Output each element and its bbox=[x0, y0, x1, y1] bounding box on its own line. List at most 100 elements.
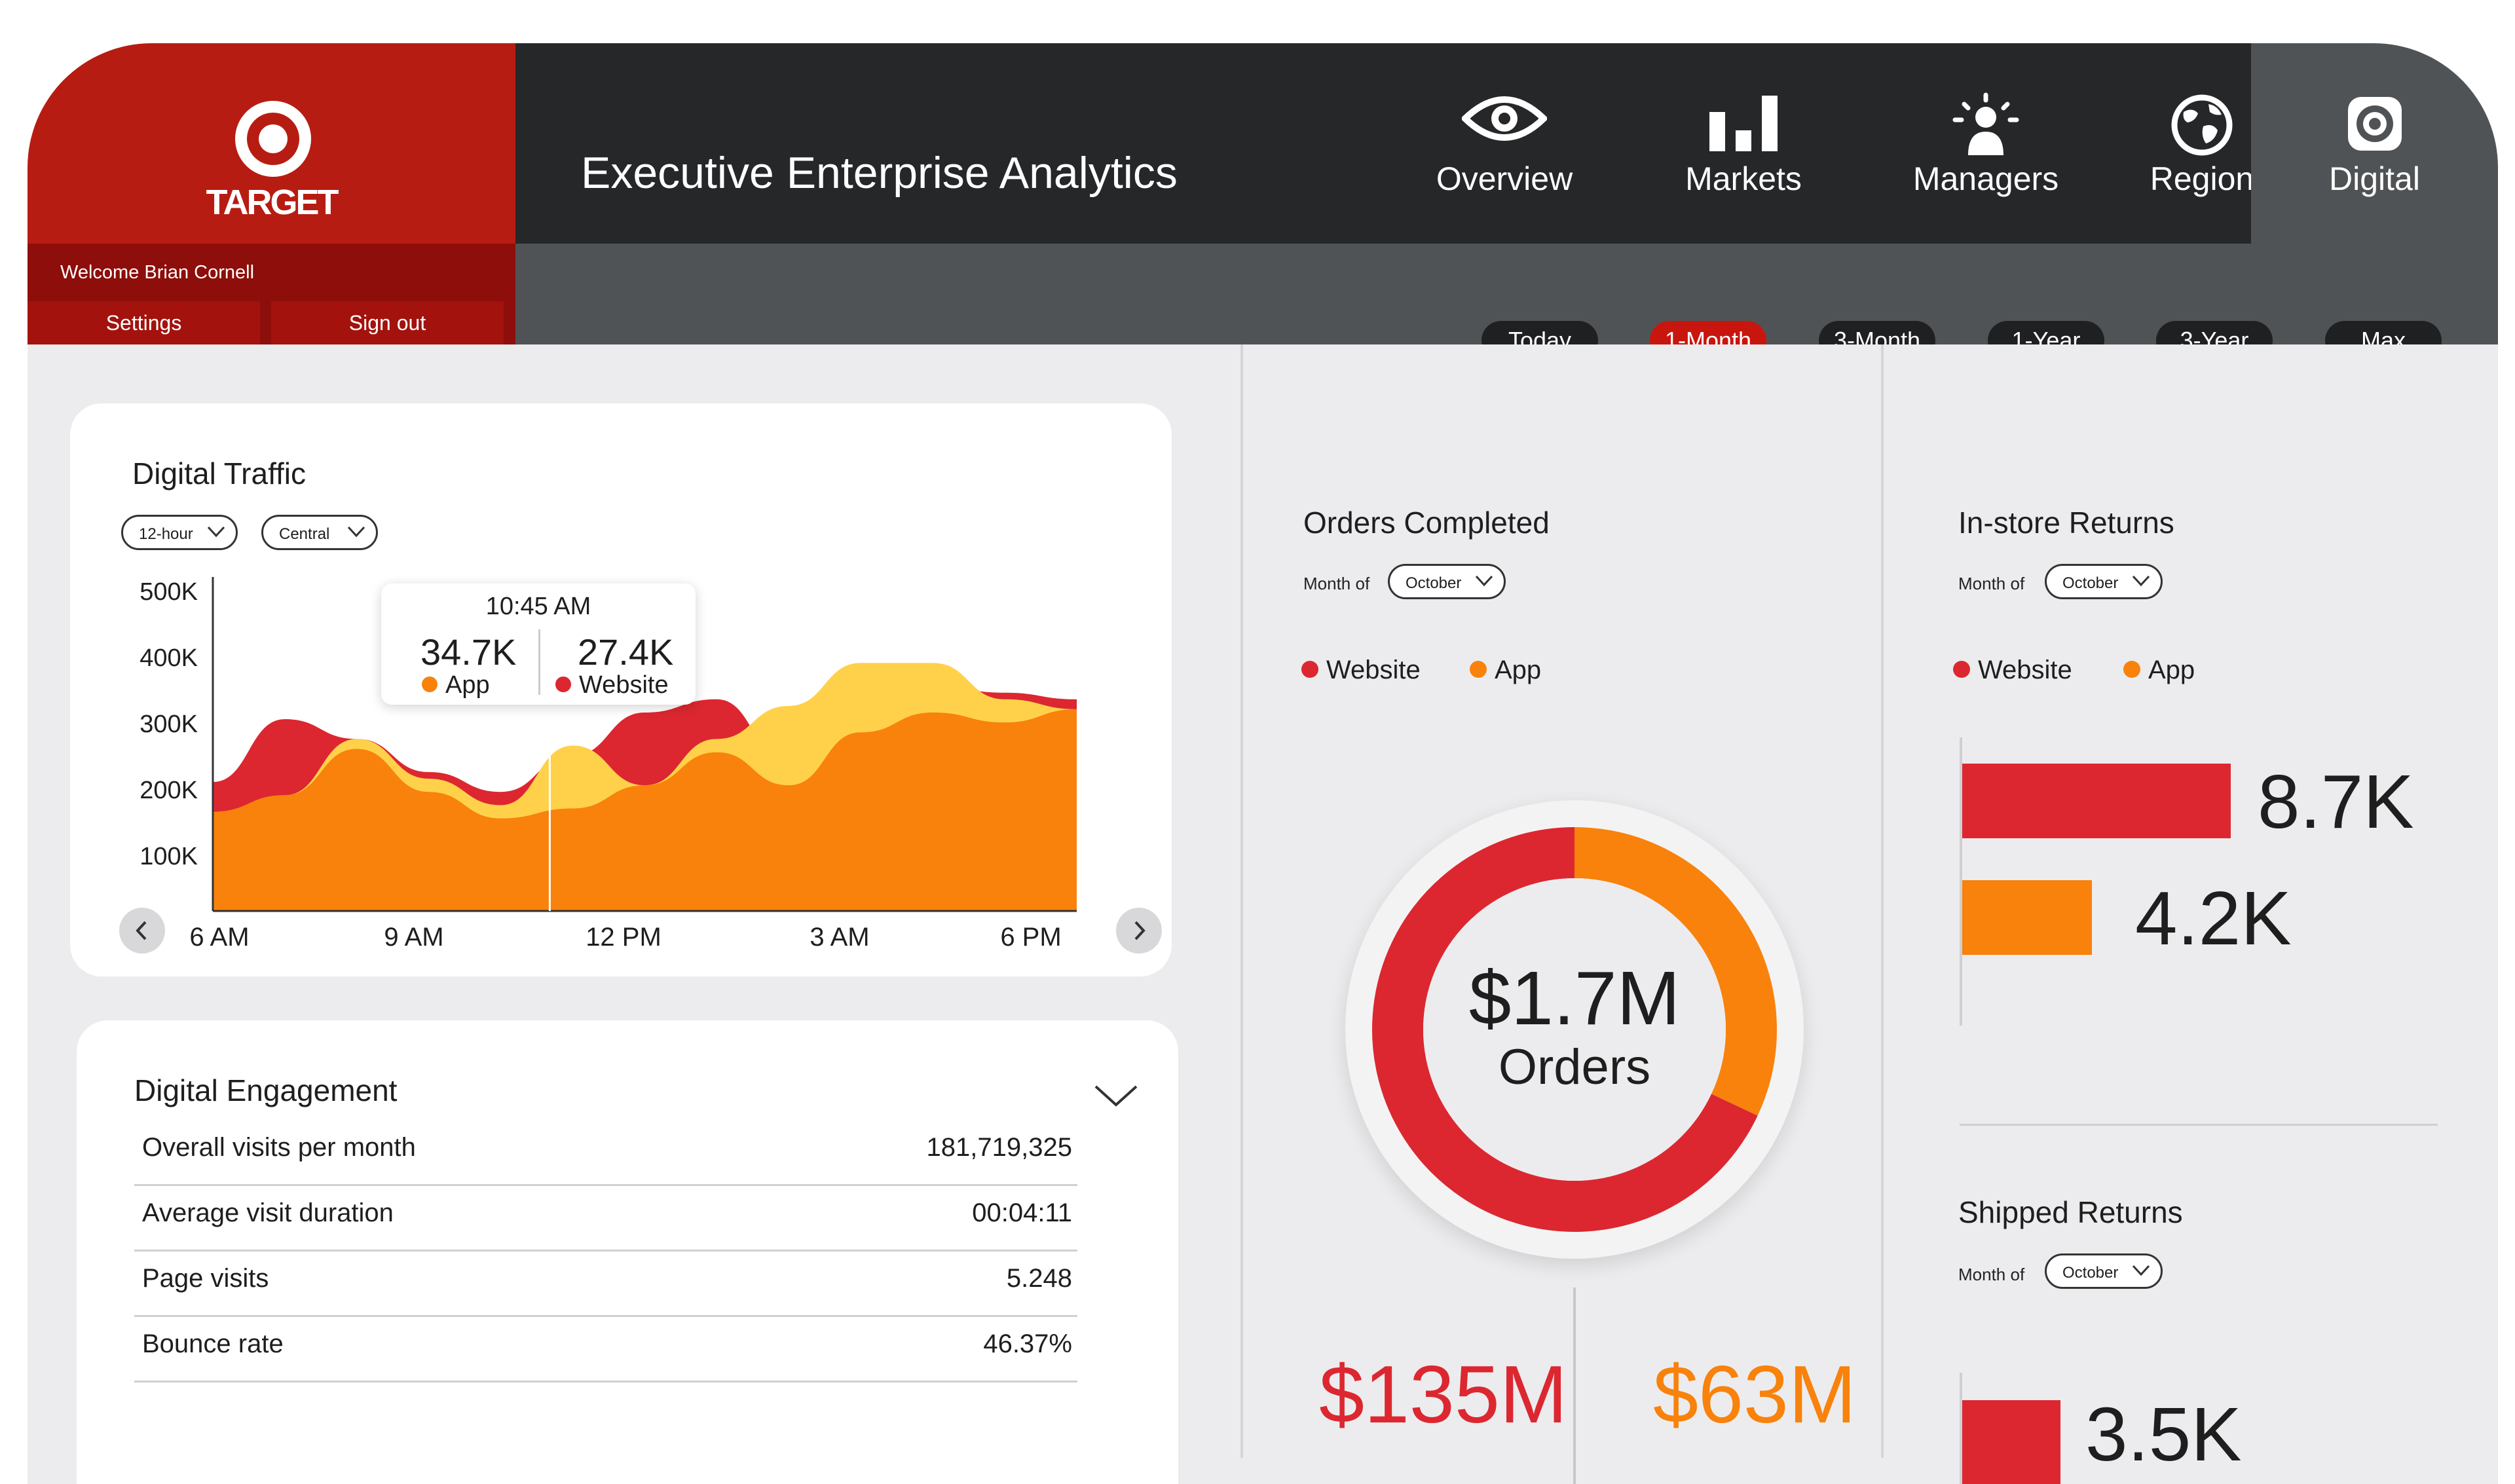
row-value: 181,719,325 bbox=[926, 1133, 1072, 1162]
app-dot-icon bbox=[422, 676, 438, 692]
row-value: 46.37% bbox=[983, 1329, 1072, 1358]
nav-label: Managers bbox=[1912, 160, 2059, 197]
interval-dropdown[interactable]: 12-hour bbox=[121, 515, 238, 550]
x-tick-label: 12 PM bbox=[586, 923, 661, 952]
website-returns-bar bbox=[1962, 764, 2231, 838]
orders-legend-app: App bbox=[1470, 656, 1541, 685]
month-of-label: Month of bbox=[1958, 574, 2025, 593]
orders-title: Orders Completed bbox=[1303, 506, 1550, 540]
instore-month-dropdown[interactable]: October bbox=[2045, 564, 2163, 599]
target-logo-icon[interactable] bbox=[208, 100, 339, 231]
nav-label: Markets bbox=[1685, 160, 1802, 197]
column-divider bbox=[1881, 344, 1884, 1458]
globe-icon bbox=[2171, 94, 2233, 156]
nav-markets[interactable]: Markets bbox=[1668, 43, 1819, 244]
chevron-down-icon bbox=[207, 526, 225, 538]
row-value: 5.248 bbox=[1006, 1264, 1072, 1293]
y-tick-label: 100K bbox=[140, 843, 198, 870]
tooltip-website-value: 27.4K bbox=[578, 631, 674, 673]
y-tick-label: 500K bbox=[140, 578, 198, 606]
x-tick-label: 9 AM bbox=[384, 923, 443, 952]
engagement-row: Page visits 5.248 bbox=[134, 1250, 1077, 1317]
series-area-base bbox=[213, 709, 1077, 911]
shipped-website-value: 3.5K bbox=[2085, 1392, 2242, 1477]
orders-donut-chart bbox=[1372, 827, 1777, 1232]
donut-center-value: $1.7M bbox=[1468, 955, 1681, 1041]
legend-text: Website bbox=[1326, 656, 1421, 684]
y-tick-label: 200K bbox=[140, 777, 198, 804]
donut-hole bbox=[1423, 878, 1726, 1181]
tooltip-app-value: 34.7K bbox=[420, 631, 517, 673]
top-header: Executive Enterprise Analytics Overview … bbox=[515, 43, 2254, 244]
totals-divider bbox=[1573, 1288, 1576, 1484]
website-orders-total: $135M bbox=[1319, 1350, 1568, 1440]
shipped-month-dropdown[interactable]: October bbox=[2045, 1253, 2163, 1289]
brand-name: TARGET bbox=[206, 183, 339, 222]
legend-text: Website bbox=[1978, 656, 2072, 684]
orders-month-dropdown[interactable]: October bbox=[1388, 564, 1506, 599]
dropdown-value: October bbox=[1406, 574, 1462, 592]
target-camera-icon bbox=[2347, 97, 2402, 151]
tooltip-app-label: App bbox=[422, 671, 490, 699]
sign-out-button[interactable]: Sign out bbox=[271, 301, 504, 344]
x-tick-label: 3 AM bbox=[810, 923, 869, 952]
row-label: Average visit duration bbox=[142, 1198, 394, 1227]
nav-label: Overview bbox=[1436, 160, 1573, 197]
nav-region[interactable]: Region bbox=[2127, 43, 2277, 244]
dashboard-window: TARGET Welcome Brian Cornell Settings Si… bbox=[28, 43, 2498, 1484]
nav-managers[interactable]: Managers bbox=[1910, 43, 2061, 244]
digital-traffic-card: Digital Traffic 12-hour Central 500K 400K… bbox=[70, 403, 1172, 976]
brand-panel: TARGET bbox=[28, 43, 515, 244]
dropdown-value: Central bbox=[279, 525, 330, 543]
nav-label: Region bbox=[2150, 160, 2254, 197]
chevron-down-icon bbox=[2132, 1265, 2150, 1276]
chart-tooltip: 10:45 AM 34.7K App 27.4K Website bbox=[381, 584, 696, 705]
chevron-left-icon bbox=[136, 921, 147, 940]
card-title: Digital Engagement bbox=[134, 1073, 398, 1107]
settings-button[interactable]: Settings bbox=[28, 301, 260, 344]
nav-digital[interactable]: Digital bbox=[2251, 43, 2498, 244]
app-returns-bar bbox=[1962, 880, 2092, 955]
dropdown-value: 12-hour bbox=[139, 525, 193, 543]
content-area: Digital Traffic 12-hour Central 500K 400K… bbox=[28, 344, 2498, 1484]
row-label: Overall visits per month bbox=[142, 1133, 416, 1162]
card-title: Digital Traffic bbox=[132, 456, 307, 491]
legend-text: App bbox=[1495, 656, 1542, 684]
row-value: 00:04:11 bbox=[972, 1198, 1072, 1227]
month-of-label: Month of bbox=[1958, 1265, 2025, 1284]
chart-prev-button[interactable] bbox=[119, 908, 165, 954]
nav-overview[interactable]: Overview bbox=[1429, 43, 1580, 244]
website-dot-icon bbox=[1301, 661, 1318, 678]
month-of-label: Month of bbox=[1303, 574, 1370, 593]
bar-axis bbox=[1960, 737, 1962, 1026]
shipped-website-bar bbox=[1962, 1400, 2060, 1484]
timezone-dropdown[interactable]: Central bbox=[261, 515, 378, 550]
chevron-right-icon bbox=[1134, 921, 1146, 940]
website-dot-icon bbox=[555, 676, 571, 692]
column-divider bbox=[1240, 344, 1243, 1458]
tooltip-app-text: App bbox=[445, 671, 490, 699]
engagement-row: Bounce rate 46.37% bbox=[134, 1315, 1077, 1382]
row-label: Bounce rate bbox=[142, 1329, 284, 1358]
chevron-down-icon[interactable] bbox=[1093, 1083, 1139, 1109]
nav-label: Digital bbox=[2329, 160, 2420, 197]
website-returns-value: 8.7K bbox=[2258, 759, 2414, 844]
chart-next-button[interactable] bbox=[1116, 908, 1162, 954]
shipped-returns-title: Shipped Returns bbox=[1958, 1195, 2183, 1229]
engagement-row: Average visit duration 00:04:11 bbox=[134, 1184, 1077, 1252]
tooltip-time: 10:45 AM bbox=[485, 593, 591, 620]
tooltip-website-text: Website bbox=[579, 671, 669, 699]
instore-legend-app: App bbox=[2123, 656, 2195, 685]
y-tick-label: 300K bbox=[140, 711, 198, 738]
dropdown-value: October bbox=[2062, 1264, 2119, 1282]
bar-chart-icon bbox=[1709, 96, 1778, 151]
legend-text: App bbox=[2148, 656, 2195, 684]
welcome-text: Welcome Brian Cornell bbox=[60, 262, 255, 283]
tooltip-divider bbox=[538, 629, 540, 695]
y-tick-label: 400K bbox=[140, 644, 198, 672]
app-dot-icon bbox=[2123, 661, 2140, 678]
x-tick-label: 6 AM bbox=[189, 923, 249, 952]
chevron-down-icon bbox=[2132, 575, 2150, 587]
eye-icon bbox=[1462, 96, 1547, 141]
traffic-area-chart: 500K 400K 300K 200K 100K 6 AM 9 AM 12 PM 3 AM 6 P… bbox=[140, 577, 1077, 952]
